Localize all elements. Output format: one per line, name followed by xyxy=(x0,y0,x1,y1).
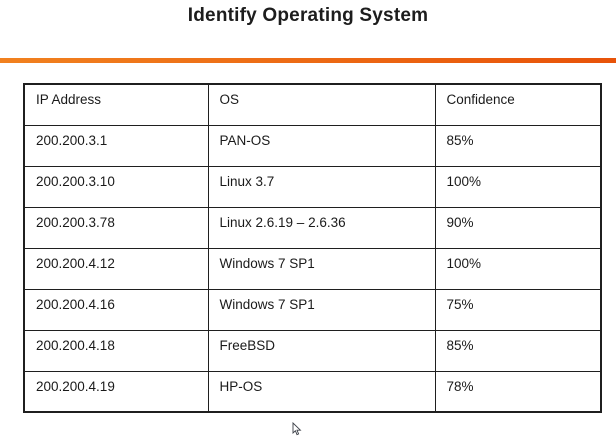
table-row: 200.200.4.16 Windows 7 SP1 75% xyxy=(23,288,602,331)
cell-confidence: 85% xyxy=(434,329,602,372)
table-row: 200.200.3.10 Linux 3.7 100% xyxy=(23,165,602,208)
cell-ip-address: 200.200.4.12 xyxy=(23,247,209,290)
cell-ip-address: 200.200.4.19 xyxy=(23,370,209,413)
cell-confidence: 78% xyxy=(434,370,602,413)
cell-os: Linux 3.7 xyxy=(207,165,436,208)
table-row: 200.200.4.12 Windows 7 SP1 100% xyxy=(23,247,602,290)
cell-ip-address: 200.200.3.10 xyxy=(23,165,209,208)
cell-os: Linux 2.6.19 – 2.6.36 xyxy=(207,206,436,249)
accent-divider xyxy=(0,58,616,63)
cell-os: Windows 7 SP1 xyxy=(207,288,436,331)
cell-confidence: 85% xyxy=(434,124,602,167)
column-header-confidence: Confidence xyxy=(434,83,602,126)
table-row: 200.200.3.1 PAN-OS 85% xyxy=(23,124,602,167)
table-row: 200.200.4.18 FreeBSD 85% xyxy=(23,329,602,372)
cell-confidence: 75% xyxy=(434,288,602,331)
cell-os: HP-OS xyxy=(207,370,436,413)
cell-confidence: 100% xyxy=(434,247,602,290)
os-identification-table: IP Address OS Confidence 200.200.3.1 PAN… xyxy=(23,83,602,413)
cell-os: FreeBSD xyxy=(207,329,436,372)
page-title: Identify Operating System xyxy=(187,5,429,26)
column-header-ip-address: IP Address xyxy=(23,83,209,126)
cell-ip-address: 200.200.3.1 xyxy=(23,124,209,167)
cell-os: PAN-OS xyxy=(207,124,436,167)
cell-confidence: 100% xyxy=(434,165,602,208)
table-row: 200.200.4.19 HP-OS 78% xyxy=(23,370,602,413)
cell-os: Windows 7 SP1 xyxy=(207,247,436,290)
table-row: 200.200.3.78 Linux 2.6.19 – 2.6.36 90% xyxy=(23,206,602,249)
cell-confidence: 90% xyxy=(434,206,602,249)
table-header-row: IP Address OS Confidence xyxy=(23,83,602,126)
cell-ip-address: 200.200.4.16 xyxy=(23,288,209,331)
column-header-os: OS xyxy=(207,83,436,126)
cell-ip-address: 200.200.3.78 xyxy=(23,206,209,249)
mouse-pointer-icon xyxy=(292,422,302,436)
cell-ip-address: 200.200.4.18 xyxy=(23,329,209,372)
